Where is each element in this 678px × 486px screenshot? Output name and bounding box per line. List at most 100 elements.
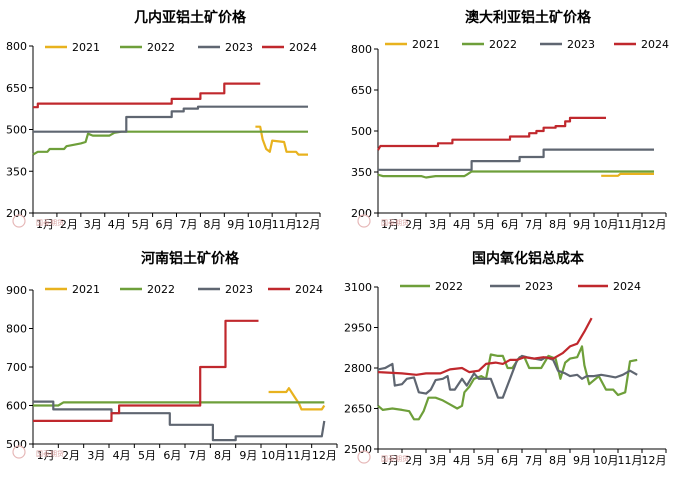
x-tick-label: 11月 [618, 218, 643, 231]
x-tick-label: 4月 [108, 218, 126, 231]
y-tick-label: 2950 [344, 322, 372, 335]
x-tick-label: 12月 [312, 449, 337, 462]
legend-item-2022: 2022 [120, 41, 175, 54]
x-tick-label: 12月 [642, 454, 667, 467]
x-tick-label: 6月 [501, 454, 519, 467]
series-line-2023 [33, 400, 326, 442]
series-line-2021 [255, 125, 308, 156]
series-line-2022 [377, 170, 654, 179]
x-tick-label: 11月 [618, 454, 643, 467]
x-tick-label: 3月 [429, 454, 447, 467]
y-tick-label: 650 [6, 82, 27, 95]
watermark-icon [357, 214, 371, 228]
y-tick-label: 2650 [344, 403, 372, 416]
x-tick-label: 10月 [594, 218, 619, 231]
x-tick-label: 2月 [405, 218, 423, 231]
legend-label: 2024 [641, 38, 669, 51]
watermark-text: 国泰期货 [381, 218, 409, 227]
x-tick-label: 12月 [296, 218, 321, 231]
x-tick-label: 2月 [62, 449, 80, 462]
y-tick-label: 200 [351, 207, 372, 220]
legend-item-2024: 2024 [262, 41, 317, 54]
watermark-text: 国泰期货 [381, 454, 409, 463]
x-tick-label: 7月 [525, 218, 543, 231]
chart-title: 河南铝土矿价格 [141, 250, 240, 267]
x-tick-label: 10月 [261, 449, 286, 462]
watermark-logo: 国泰期货 [357, 214, 409, 228]
x-tick-label: 5月 [477, 454, 495, 467]
chart-panel-3: 河南铝土矿价格 500 600 700 800 900 1月 2月 3月 4月 5月 6月 7月 8月 9月… [6, 250, 338, 462]
watermark-icon [357, 450, 371, 464]
legend-label: 2024 [613, 280, 641, 293]
series-line-2024 [377, 116, 606, 151]
series-line-2021 [268, 387, 326, 411]
watermark-logo: 国泰期货 [357, 450, 409, 464]
y-tick-label: 200 [6, 207, 27, 220]
series-line-2024 [33, 319, 259, 422]
x-tick-label: 9月 [227, 218, 245, 231]
y-tick-label: 500 [351, 125, 372, 138]
series-line-2022 [33, 401, 325, 407]
y-tick-label: 2500 [344, 443, 372, 456]
legend-item-2021: 2021 [385, 38, 440, 51]
legend-label: 2023 [567, 38, 595, 51]
legend-label: 2022 [435, 280, 463, 293]
legend-label: 2021 [72, 41, 100, 54]
x-tick-label: 9月 [573, 218, 591, 231]
x-tick-label: 11月 [272, 218, 297, 231]
y-tick-label: 800 [351, 43, 372, 56]
legend-label: 2021 [72, 283, 100, 296]
series-line-2021 [601, 172, 654, 177]
x-tick-label: 5月 [138, 449, 156, 462]
y-tick-label: 800 [6, 40, 27, 53]
y-tick-label: 700 [6, 361, 27, 374]
x-tick-label: 10月 [248, 218, 273, 231]
watermark-icon [12, 214, 26, 228]
y-tick-label: 900 [6, 284, 27, 297]
legend-label: 2023 [525, 280, 553, 293]
legend-label: 2023 [225, 283, 253, 296]
x-tick-label: 1月 [37, 449, 55, 462]
x-tick-label: 6月 [501, 218, 519, 231]
legend-label: 2024 [289, 41, 317, 54]
legend-item-2024: 2024 [578, 280, 641, 293]
series-line-2023 [378, 148, 654, 171]
legend-item-2023: 2023 [198, 283, 253, 296]
x-tick-label: 11月 [287, 449, 312, 462]
chart-title: 几内亚铝土矿价格 [134, 9, 247, 26]
legend-label: 2022 [147, 41, 175, 54]
legend-label: 2024 [295, 283, 323, 296]
x-tick-label: 3月 [84, 218, 102, 231]
legend-item-2022: 2022 [400, 280, 463, 293]
x-tick-label: 6月 [163, 449, 181, 462]
legend-item-2023: 2023 [490, 280, 553, 293]
y-tick-label: 350 [6, 165, 27, 178]
y-tick-label: 600 [6, 400, 27, 413]
legend-item-2021: 2021 [45, 283, 100, 296]
x-tick-label: 6月 [156, 218, 174, 231]
x-tick-label: 8月 [549, 218, 567, 231]
y-tick-label: 500 [6, 124, 27, 137]
series-line-2024 [377, 317, 593, 376]
legend-label: 2021 [412, 38, 440, 51]
x-tick-label: 4月 [453, 454, 471, 467]
x-tick-label: 9月 [573, 454, 591, 467]
x-tick-label: 7月 [189, 449, 207, 462]
legend-item-2024: 2024 [614, 38, 669, 51]
x-tick-label: 1月 [381, 218, 399, 231]
watermark-icon [12, 445, 26, 459]
x-tick-label: 3月 [87, 449, 105, 462]
watermark-logo: 国泰期货 [12, 445, 64, 459]
y-tick-label: 3100 [344, 281, 372, 294]
x-tick-label: 7月 [179, 218, 197, 231]
legend-item-2021: 2021 [45, 41, 100, 54]
series-line-2023 [377, 354, 638, 399]
legend-label: 2023 [225, 41, 253, 54]
series-line-2024 [33, 82, 261, 109]
x-tick-label: 7月 [525, 454, 543, 467]
x-tick-label: 9月 [239, 449, 257, 462]
series-line-2023 [33, 105, 308, 133]
legend-item-2022: 2022 [120, 283, 175, 296]
legend-label: 2022 [489, 38, 517, 51]
